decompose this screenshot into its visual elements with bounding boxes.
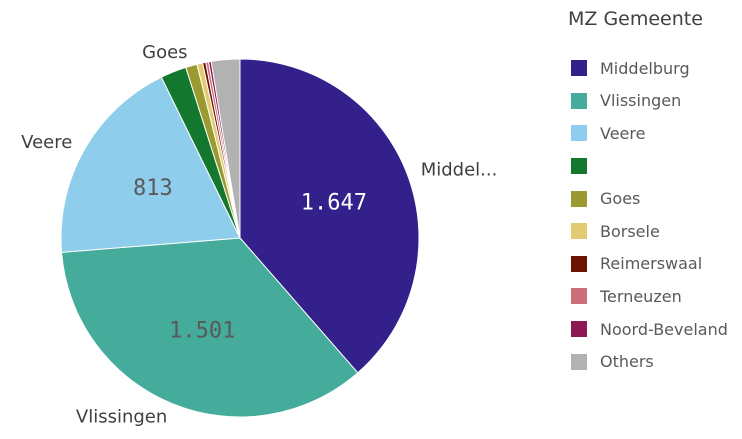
legend-label: Veere	[600, 123, 646, 143]
legend-item-noord-beveland[interactable]: Noord-Beveland	[568, 313, 740, 346]
legend: MZ Gemeente Middelburg Vlissingen Veere Goe…	[568, 8, 740, 378]
pie-slices	[60, 58, 420, 418]
legend-item-vlissingen[interactable]: Vlissingen	[568, 85, 740, 118]
legend-item-reimerswaal[interactable]: Reimerswaal	[568, 248, 740, 281]
slice-label-vlissingen: Vlissingen	[76, 406, 167, 427]
legend-item-borsele[interactable]: Borsele	[568, 215, 740, 248]
legend-label: Terneuzen	[600, 286, 682, 306]
legend-label: Others	[600, 352, 654, 372]
legend-swatch	[571, 125, 587, 142]
data-label-vlissingen: 1.501	[169, 318, 235, 343]
slice-label-goes: Goes	[142, 42, 187, 63]
pie-slice-veere[interactable]	[60, 76, 241, 253]
slice-label-middelburg: Middel...	[421, 160, 498, 181]
legend-item-middelburg[interactable]: Middelburg	[568, 52, 740, 85]
data-label-veere: 813	[133, 176, 173, 201]
legend-swatch	[571, 353, 587, 370]
slice-label-veere: Veere	[21, 132, 72, 153]
legend-swatch	[571, 288, 587, 305]
pie-slice-vlissingen[interactable]	[61, 237, 359, 418]
data-label-middelburg: 1.647	[301, 190, 367, 215]
legend-item-unlabeled-3[interactable]	[568, 150, 740, 183]
legend-swatch	[571, 223, 587, 240]
legend-label: Reimerswaal	[600, 254, 703, 274]
pie-slice-others[interactable]	[210, 58, 241, 239]
legend-swatch	[571, 255, 587, 272]
legend-label: Middelburg	[600, 58, 690, 78]
legend-label: Goes	[600, 189, 641, 209]
legend-label: Borsele	[600, 221, 660, 241]
legend-item-veere[interactable]: Veere	[568, 117, 740, 150]
legend-title: MZ Gemeente	[568, 8, 703, 30]
legend-item-terneuzen[interactable]: Terneuzen	[568, 280, 740, 313]
legend-item-goes[interactable]: Goes	[568, 182, 740, 215]
legend-label: Noord-Beveland	[600, 319, 728, 339]
pie-slice-middelburg[interactable]	[239, 58, 420, 374]
legend-swatch	[571, 92, 587, 109]
legend-swatch	[571, 321, 587, 338]
legend-item-others[interactable]: Others	[568, 345, 740, 378]
pie-chart: 1.647 Middel... 1.501 Vlissingen 813 Veere Goe…	[21, 42, 497, 428]
legend-label: Vlissingen	[600, 91, 682, 111]
legend-swatch	[571, 60, 587, 77]
legend-swatch	[571, 190, 587, 207]
pie-labels: 1.647 Middel... 1.501 Vlissingen 813 Veere Goe…	[21, 42, 497, 428]
legend-swatch	[571, 158, 587, 175]
legend-items: Middelburg Vlissingen Veere Goes Borsele Reim…	[568, 52, 740, 378]
